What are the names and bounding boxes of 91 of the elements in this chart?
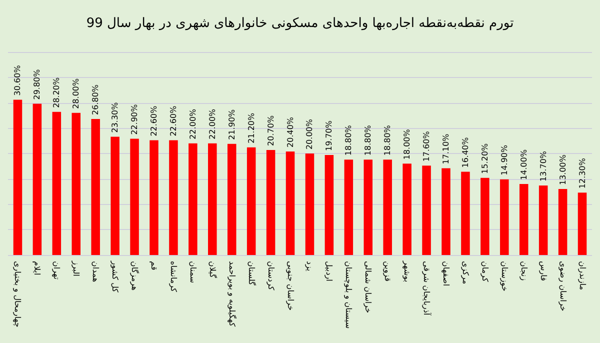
bar xyxy=(344,160,354,255)
data-label: 21.90% xyxy=(227,108,236,140)
x-tick-label: کرمان xyxy=(480,261,490,282)
x-tick-label: هرمزگان xyxy=(130,261,140,290)
bar xyxy=(130,138,139,255)
x-tick-label: بوشهر xyxy=(402,260,412,282)
x-tick-label: آذربایجان شرقی xyxy=(422,261,432,316)
x-tick-label: مرکزی xyxy=(460,261,470,284)
bar xyxy=(324,155,334,255)
data-label: 29.80% xyxy=(32,68,42,100)
data-label: 12.30% xyxy=(578,158,587,189)
x-tick-label: خراسان رضوی xyxy=(558,261,568,312)
data-label: 17.60% xyxy=(422,130,432,162)
data-label: 30.60% xyxy=(13,64,22,96)
bar xyxy=(110,136,120,255)
x-tick-label: خوزستان xyxy=(500,261,509,292)
data-label: 20.40% xyxy=(286,116,295,148)
data-label: 20.70% xyxy=(266,115,276,146)
x-tick-label: سمنان xyxy=(188,261,198,284)
bar xyxy=(442,168,450,255)
bar xyxy=(461,172,470,255)
x-tick-label: کهگیلویه و بویراحمد xyxy=(227,261,238,327)
x-tick-label: کرمانشاه xyxy=(168,261,178,292)
data-label: 18.80% xyxy=(364,124,373,156)
bar xyxy=(286,151,295,255)
bar xyxy=(500,179,509,255)
x-tick-label: چهارمحال و بختیاری xyxy=(13,261,22,328)
x-tick-label: قم xyxy=(150,261,158,270)
data-label: 22.60% xyxy=(168,105,178,136)
data-label: 20.00% xyxy=(305,118,314,150)
bar xyxy=(246,147,256,255)
data-label: 18.80% xyxy=(383,124,392,156)
bar xyxy=(558,189,568,255)
bar xyxy=(52,112,62,255)
x-tick-label: اردبیل xyxy=(324,261,334,282)
data-label: 18.00% xyxy=(402,128,412,160)
x-tick-label: خراسان جنوبی xyxy=(286,261,295,311)
x-tick-label: اصفهان xyxy=(442,261,450,286)
bar xyxy=(578,192,587,255)
bar xyxy=(383,160,392,255)
x-tick-label: فارس xyxy=(538,261,548,282)
x-tick-label: البرز xyxy=(72,260,81,276)
data-label: 13.00% xyxy=(558,154,568,186)
x-tick-label: یزد xyxy=(305,261,314,272)
data-label: 23.30% xyxy=(110,102,120,133)
data-label: 16.40% xyxy=(460,136,470,168)
data-label: 19.70% xyxy=(324,120,334,152)
bar xyxy=(208,143,217,255)
bar xyxy=(227,144,236,255)
data-label: 28.20% xyxy=(52,76,62,108)
data-label: 17.10% xyxy=(442,133,450,164)
x-tick-label: خراسان شمالی xyxy=(364,261,373,314)
data-label: 21.20% xyxy=(246,112,256,144)
x-tick-label: قزوین xyxy=(383,261,392,282)
bar xyxy=(188,143,198,255)
data-label: 14.90% xyxy=(500,144,509,176)
data-label: 14.00% xyxy=(519,149,528,180)
x-tick-label: تهران xyxy=(52,261,62,280)
data-label: 22.60% xyxy=(150,105,158,136)
bar xyxy=(32,104,42,255)
data-label: 26.80% xyxy=(91,84,100,115)
data-label: 15.20% xyxy=(480,142,490,174)
data-label: 22.90% xyxy=(130,104,140,135)
x-tick-label: سیستان و بلوچستان xyxy=(344,261,354,330)
bar xyxy=(91,118,100,255)
chart-title: تورم نقطه‌به‌نقطه اجاره‌بها واحدهای مسکونی خانوارهای شهری در بهار سال 99 xyxy=(86,16,514,31)
bar xyxy=(402,164,412,255)
bar xyxy=(13,100,22,255)
data-label: 18.80% xyxy=(344,124,354,156)
x-tick-label: گیلان xyxy=(208,261,218,278)
x-tick-label: ایلام xyxy=(32,261,42,276)
x-tick-label: مازندران xyxy=(578,261,587,290)
bar xyxy=(519,184,528,255)
x-tick-label: کل کشور xyxy=(110,260,120,293)
bar xyxy=(422,166,431,255)
bar xyxy=(169,140,178,255)
bar xyxy=(266,150,276,255)
data-label: 22.00% xyxy=(208,108,217,140)
x-tick-label: همدان xyxy=(91,261,100,282)
data-label: 28.00% xyxy=(72,78,81,109)
x-tick-label: کردستان xyxy=(266,261,276,290)
x-tick-label: گلستان xyxy=(246,261,257,286)
bar xyxy=(305,154,314,255)
bar xyxy=(150,140,158,255)
x-tick-label: زنجان xyxy=(519,261,528,281)
data-label: 22.00% xyxy=(188,108,198,140)
data-label: 13.70% xyxy=(538,150,548,182)
bar xyxy=(72,112,81,255)
bar xyxy=(538,185,548,255)
bar xyxy=(364,160,373,255)
bar xyxy=(480,178,490,255)
